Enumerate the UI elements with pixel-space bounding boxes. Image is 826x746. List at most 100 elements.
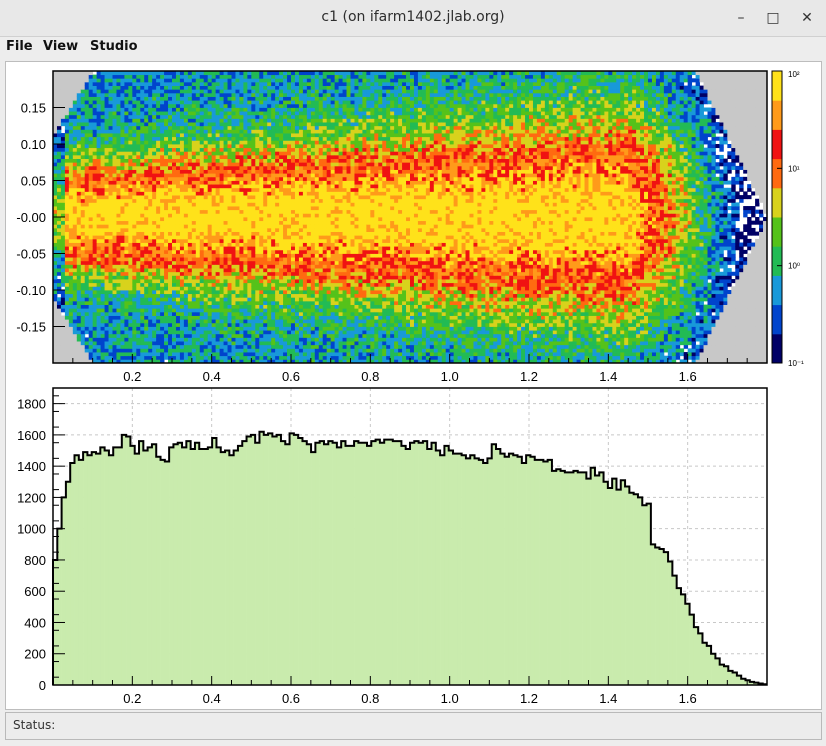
minimize-button[interactable]: – bbox=[737, 10, 745, 26]
heatmap-cell bbox=[104, 206, 109, 211]
heatmap-cell bbox=[294, 165, 300, 170]
heatmap-cell bbox=[199, 217, 205, 222]
heatmap-cell bbox=[104, 198, 109, 203]
heatmap-cell bbox=[267, 213, 272, 218]
maximize-button[interactable]: □ bbox=[766, 10, 780, 26]
heatmap-cell bbox=[144, 147, 149, 152]
heatmap-cell bbox=[275, 89, 280, 94]
heatmap-cell bbox=[124, 133, 129, 138]
heatmap-cell bbox=[136, 348, 141, 353]
heatmap-cell bbox=[263, 111, 268, 116]
heatmap-cell bbox=[275, 195, 280, 200]
heatmap-cell bbox=[60, 224, 66, 229]
heatmap-cell bbox=[247, 308, 252, 313]
heatmap-cell bbox=[156, 144, 161, 149]
heatmap-cell bbox=[72, 89, 78, 94]
heatmap-cell bbox=[211, 231, 217, 236]
heatmap-cell bbox=[112, 136, 117, 141]
heatmap-cell bbox=[100, 290, 105, 295]
heatmap-cell bbox=[239, 319, 244, 324]
menu-file[interactable]: File bbox=[6, 39, 33, 54]
heatmap-cell bbox=[148, 355, 153, 360]
heatmap-cell bbox=[96, 191, 101, 196]
heatmap-cell bbox=[53, 253, 58, 258]
heatmap-cell bbox=[136, 184, 141, 189]
heatmap-cell bbox=[183, 206, 189, 211]
heatmap-cell bbox=[92, 96, 98, 101]
heatmap-cell bbox=[227, 213, 232, 218]
heatmap-cell bbox=[298, 279, 304, 284]
heatmap-cell bbox=[287, 151, 292, 156]
heatmap-cell bbox=[199, 162, 205, 167]
heatmap-cell bbox=[175, 107, 181, 112]
heatmap-cell bbox=[116, 209, 121, 214]
heatmap-cell bbox=[160, 275, 165, 280]
heatmap-cell bbox=[160, 144, 165, 149]
heatmap-cell bbox=[156, 220, 161, 225]
heatmap-cell bbox=[191, 184, 197, 189]
root-canvas[interactable]: 0.2 0.4 0.6 0.8 1.0 1.2 1.4 1.6 0.15 0.10 0.05 -0.0… bbox=[5, 61, 822, 710]
heatmap-cell bbox=[287, 202, 292, 207]
heatmap-cell bbox=[72, 315, 78, 320]
heatmap-cell bbox=[172, 286, 177, 291]
heatmap-cell bbox=[291, 311, 296, 316]
heatmap-cell bbox=[56, 264, 62, 269]
heatmap-cell bbox=[172, 158, 177, 163]
heatmap-cell bbox=[207, 114, 213, 119]
heatmap-cell bbox=[267, 165, 272, 170]
heatmap-cell bbox=[251, 78, 256, 83]
heatmap-cell bbox=[199, 213, 205, 218]
heatmap-cell bbox=[219, 209, 224, 214]
heatmap-cell bbox=[211, 286, 217, 291]
heatmap-cell bbox=[152, 92, 157, 97]
menu-studio[interactable]: Studio bbox=[90, 39, 138, 54]
heatmap-cell bbox=[203, 100, 209, 105]
heatmap-cell bbox=[187, 118, 193, 123]
heatmap-cell bbox=[255, 213, 260, 218]
heatmap-cell bbox=[251, 184, 256, 189]
heatmap-cell bbox=[116, 249, 121, 254]
heatmap-cell bbox=[195, 147, 201, 152]
heatmap-cell bbox=[132, 209, 137, 214]
heatmap-cell bbox=[279, 122, 284, 127]
heatmap-cell bbox=[203, 249, 209, 254]
heatmap-cell bbox=[231, 235, 236, 240]
menu-view[interactable]: View bbox=[43, 39, 79, 54]
heatmap-cell bbox=[172, 122, 177, 127]
heatmap-cell bbox=[247, 264, 252, 269]
heatmap-cell bbox=[148, 235, 153, 240]
heatmap-cell bbox=[68, 78, 74, 83]
heatmap-cell bbox=[168, 151, 173, 156]
heatmap-cell bbox=[160, 271, 165, 276]
heatmap-cell bbox=[223, 184, 228, 189]
heatmap-cell bbox=[144, 217, 149, 222]
heatmap-cell bbox=[294, 118, 300, 123]
heatmap-cell bbox=[108, 136, 113, 141]
heatmap-cell bbox=[207, 293, 213, 298]
heatmap-cell bbox=[80, 333, 86, 338]
heatmap-cell bbox=[108, 78, 113, 83]
heatmap-cell bbox=[148, 304, 153, 309]
heatmap-cell bbox=[56, 151, 62, 156]
heatmap-cell bbox=[175, 264, 181, 269]
heatmap-cell bbox=[116, 202, 121, 207]
heatmap-cell bbox=[60, 330, 66, 335]
close-button[interactable]: ✕ bbox=[801, 10, 813, 26]
heatmap-cell bbox=[72, 162, 78, 167]
heatmap-cell bbox=[215, 136, 220, 141]
heatmap-cell bbox=[128, 308, 133, 313]
heatmap-cell bbox=[219, 257, 224, 262]
heatmap-cell bbox=[100, 246, 105, 251]
heatmap-cell bbox=[227, 136, 232, 141]
heatmap-cell bbox=[152, 355, 157, 360]
heatmap-cell bbox=[283, 300, 288, 305]
heatmap-cell bbox=[144, 136, 149, 141]
heatmap-cell bbox=[275, 74, 280, 79]
heatmap-cell bbox=[279, 220, 284, 225]
heatmap-cell bbox=[156, 129, 161, 134]
heatmap-cell bbox=[152, 217, 157, 222]
heatmap-cell bbox=[168, 242, 173, 247]
heatmap-cell bbox=[148, 344, 153, 349]
heatmap-cell bbox=[267, 238, 272, 243]
heatmap-cell bbox=[223, 165, 228, 170]
